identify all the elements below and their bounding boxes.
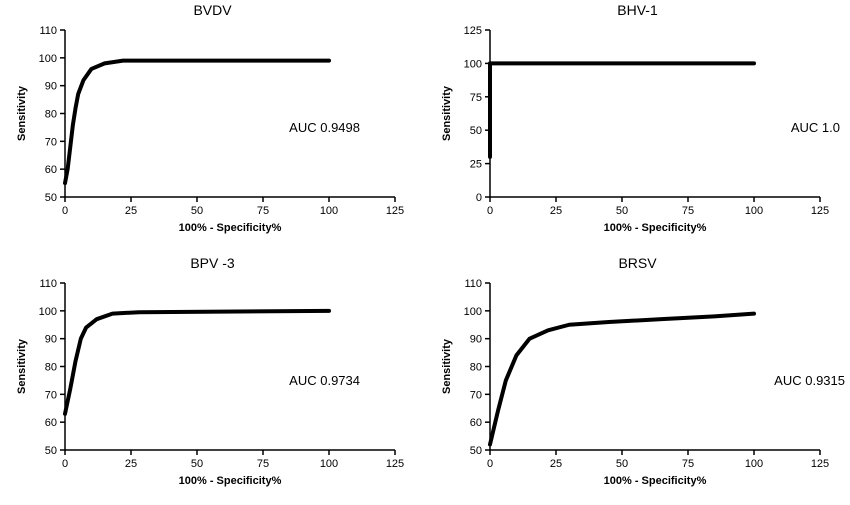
x-tick-label: 100	[745, 458, 763, 470]
y-tick-label: 75	[470, 92, 482, 104]
x-tick-label: 125	[811, 458, 829, 470]
x-tick-label: 0	[487, 205, 493, 217]
x-tick-label: 75	[682, 458, 694, 470]
y-tick-label: 90	[45, 81, 57, 93]
x-tick-label: 0	[62, 205, 68, 217]
x-tick-label: 125	[811, 205, 829, 217]
y-tick-label: 0	[476, 192, 482, 204]
y-tick-label: 60	[45, 417, 57, 429]
auc-label: AUC 0.9498	[289, 120, 360, 135]
y-tick-label: 100	[39, 53, 57, 65]
x-tick-label: 75	[257, 205, 269, 217]
x-tick-label: 25	[550, 458, 562, 470]
x-tick-label: 0	[487, 458, 493, 470]
y-axis-title: Sensitivity	[441, 85, 453, 141]
x-tick-label: 100	[745, 205, 763, 217]
roc-curve	[490, 313, 754, 444]
x-tick-label: 50	[191, 458, 203, 470]
x-tick-label: 125	[386, 205, 404, 217]
chart-panel-bpv3: BPV -3 AUC 0.9734 0 25 50 75 100 125 50 60 70 80 90 1…	[0, 253, 425, 505]
axes	[65, 30, 395, 197]
chart-title: BHV-1	[617, 2, 657, 18]
auc-label: AUC 0.9315	[774, 373, 845, 388]
x-tick-label: 100	[320, 205, 338, 217]
x-axis-title: 100% - Specificity%	[604, 222, 707, 234]
y-axis-title: Sensitivity	[441, 338, 453, 394]
x-axis-title: 100% - Specificity%	[179, 475, 282, 487]
y-tick-label: 60	[470, 417, 482, 429]
y-tick-label: 50	[470, 445, 482, 457]
x-tick-label: 125	[386, 458, 404, 470]
x-tick-label: 25	[125, 458, 137, 470]
y-tick-label: 50	[470, 125, 482, 137]
x-tick-label: 100	[320, 458, 338, 470]
roc-chart: 0 25 50 75 100 125 0 25 50 75 100 125 100% - Specifi…	[425, 0, 850, 252]
roc-curve	[490, 63, 754, 157]
y-tick-label: 100	[464, 305, 482, 317]
x-tick-label: 50	[191, 205, 203, 217]
y-tick-label: 60	[45, 164, 57, 176]
y-tick-label: 80	[470, 361, 482, 373]
y-tick-label: 110	[464, 278, 482, 290]
chart-title: BRSV	[618, 255, 656, 271]
y-tick-label: 25	[470, 159, 482, 171]
x-axis-title: 100% - Specificity%	[604, 475, 707, 487]
axes	[65, 283, 395, 450]
roc-chart: 0 25 50 75 100 125 50 60 70 80 90 100 110 100% - Spec…	[0, 0, 425, 252]
y-tick-label: 50	[45, 192, 57, 204]
y-tick-label: 110	[39, 278, 57, 290]
y-axis-title: Sensitivity	[16, 85, 28, 141]
x-tick-label: 50	[616, 458, 628, 470]
chart-panel-bhv1: BHV-1 AUC 1.0 0 25 50 75 100 125 0 25 50 75 100 125 10…	[425, 0, 850, 253]
y-tick-label: 100	[464, 58, 482, 70]
y-axis-title: Sensitivity	[16, 338, 28, 394]
x-axis-title: 100% - Specificity%	[179, 222, 282, 234]
x-tick-label: 25	[550, 205, 562, 217]
y-tick-label: 90	[45, 333, 57, 345]
roc-curve	[65, 310, 329, 413]
y-tick-label: 70	[470, 389, 482, 401]
auc-label: AUC 1.0	[791, 120, 840, 135]
y-tick-label: 70	[45, 136, 57, 148]
y-tick-label: 90	[470, 333, 482, 345]
x-tick-label: 75	[257, 458, 269, 470]
axes	[490, 30, 820, 197]
axes	[490, 283, 820, 450]
auc-label: AUC 0.9734	[289, 373, 360, 388]
y-tick-label: 70	[45, 389, 57, 401]
y-tick-label: 110	[39, 25, 57, 37]
chart-title: BPV -3	[190, 255, 234, 271]
y-tick-label: 80	[45, 109, 57, 121]
y-tick-label: 80	[45, 361, 57, 373]
y-tick-label: 50	[45, 445, 57, 457]
roc-chart: 0 25 50 75 100 125 50 60 70 80 90 100 110 100% - Spec…	[0, 253, 425, 505]
x-tick-label: 25	[125, 205, 137, 217]
chart-panel-bvdv: BVDV AUC 0.9498 0 25 50 75 100 125 50 60 70 80 90 100…	[0, 0, 425, 253]
x-tick-label: 75	[682, 205, 694, 217]
chart-panel-brsv: BRSV AUC 0.9315 0 25 50 75 100 125 50 60 70 80 90 100…	[425, 253, 850, 505]
chart-title: BVDV	[193, 2, 231, 18]
y-tick-label: 125	[464, 25, 482, 37]
x-tick-label: 50	[616, 205, 628, 217]
y-tick-label: 100	[39, 305, 57, 317]
x-tick-label: 0	[62, 458, 68, 470]
